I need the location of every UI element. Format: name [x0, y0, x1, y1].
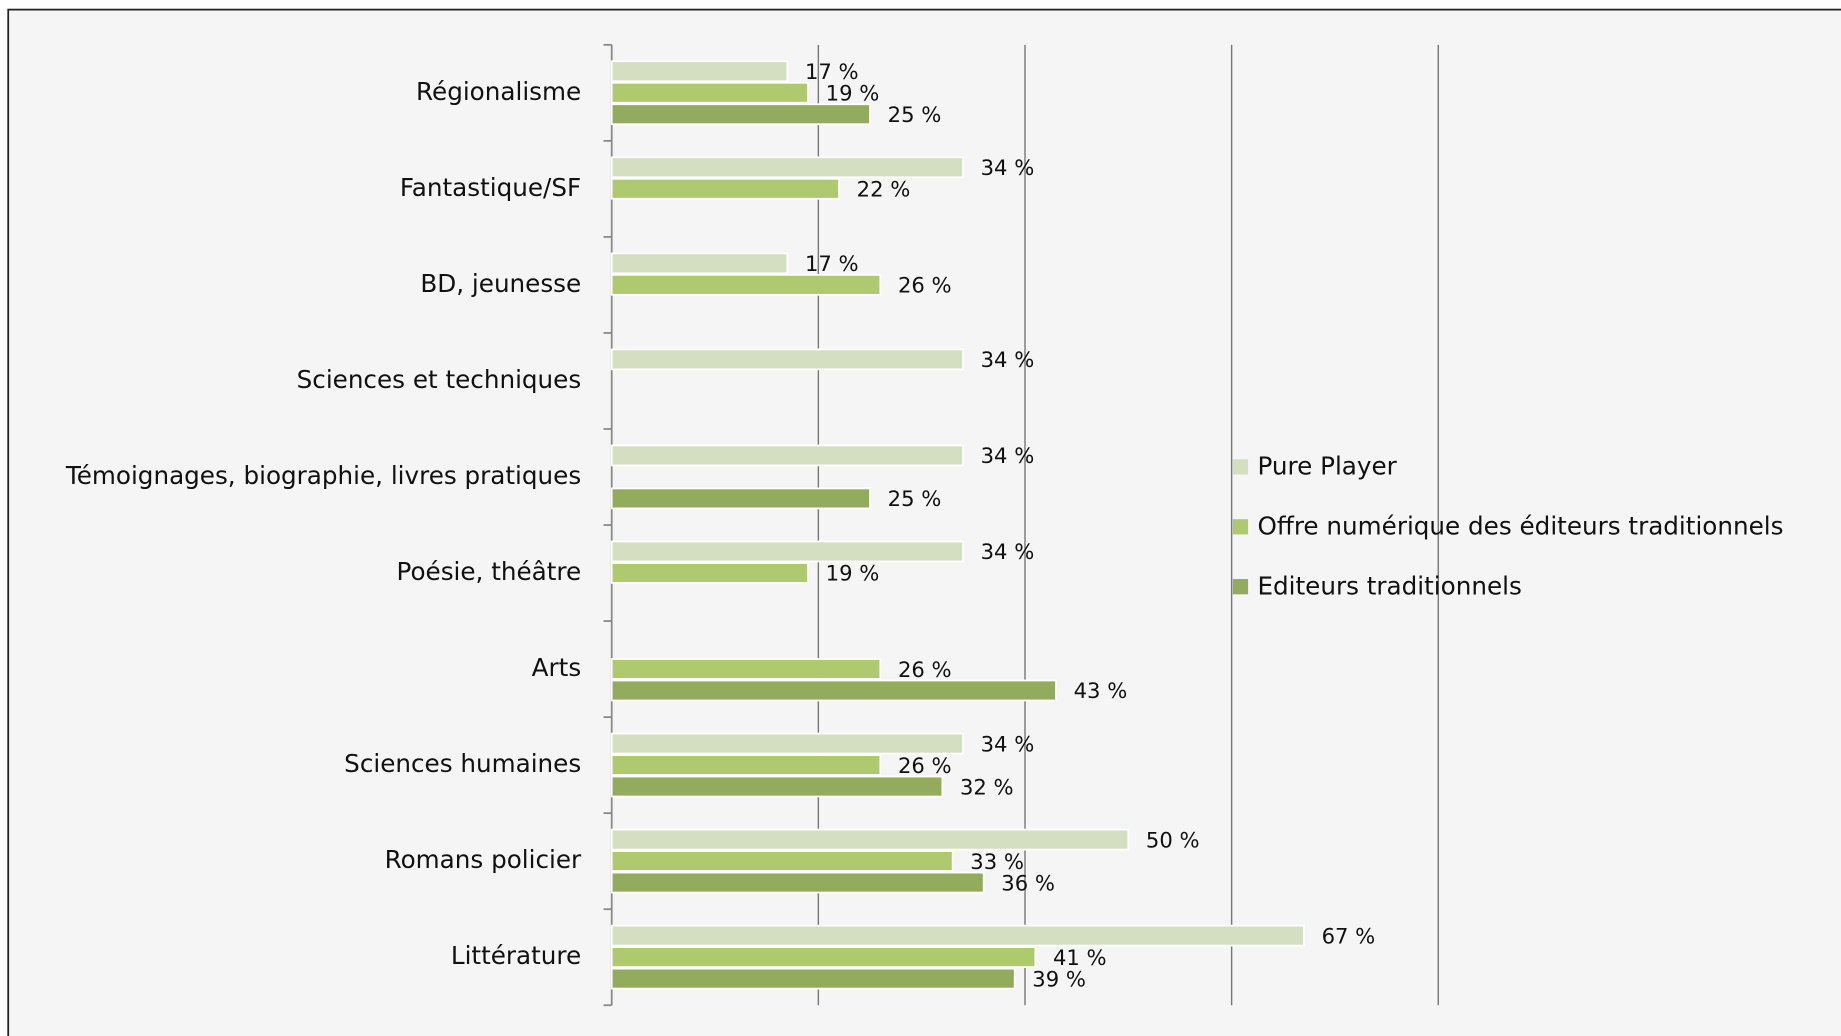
bar	[610, 444, 964, 467]
bar	[610, 81, 809, 104]
bar	[610, 775, 944, 798]
data-label: 26 %	[898, 753, 952, 778]
category-label: BD, jeunesse	[420, 269, 581, 298]
category-label: Littérature	[451, 941, 581, 970]
data-label: 26 %	[898, 273, 952, 298]
category-label: Régionalisme	[416, 77, 581, 106]
bar	[610, 60, 789, 83]
bar	[610, 658, 882, 680]
bar	[610, 177, 840, 200]
bar	[610, 679, 1057, 702]
data-label: 33 %	[970, 849, 1024, 874]
bar	[610, 252, 789, 275]
data-label: 34 %	[981, 443, 1035, 468]
legend-swatch	[1232, 459, 1249, 475]
bar	[610, 924, 1305, 947]
bar	[610, 487, 871, 510]
category-label: Sciences humaines	[344, 749, 581, 778]
data-label: 36 %	[1001, 870, 1055, 895]
bar	[610, 754, 882, 776]
bar	[610, 732, 964, 755]
data-label: 41 %	[1053, 945, 1107, 970]
category-label: Arts	[532, 653, 582, 682]
data-label: 19 %	[826, 80, 880, 105]
legend-swatch	[1232, 579, 1249, 595]
bar	[610, 871, 985, 894]
data-label: 67 %	[1322, 923, 1376, 948]
bar	[610, 156, 964, 179]
bar	[610, 273, 882, 296]
data-label: 50 %	[1146, 827, 1200, 852]
bar	[610, 103, 871, 126]
data-label: 22 %	[857, 177, 911, 202]
data-label: 32 %	[960, 774, 1014, 799]
bar	[610, 348, 964, 371]
legend-swatch	[1232, 519, 1249, 535]
bar	[610, 967, 1016, 990]
bar	[610, 540, 964, 563]
data-label: 19 %	[826, 561, 880, 586]
legend-label: Offre numérique des éditeurs traditionne…	[1257, 511, 1783, 540]
data-label: 25 %	[888, 102, 942, 127]
bar	[610, 828, 1130, 851]
category-label: Sciences et techniques	[297, 365, 582, 394]
bar	[610, 946, 1037, 968]
category-label: Poésie, théâtre	[397, 557, 582, 586]
data-label: 17 %	[805, 251, 859, 276]
data-label: 43 %	[1074, 678, 1128, 703]
bar	[610, 850, 954, 872]
category-label: Romans policier	[385, 845, 582, 874]
data-label: 26 %	[898, 657, 952, 682]
data-label: 39 %	[1032, 966, 1086, 991]
data-label: 34 %	[981, 731, 1035, 756]
data-label: 17 %	[805, 59, 859, 84]
legend-label: Pure Player	[1257, 452, 1397, 481]
data-label: 25 %	[888, 486, 942, 511]
bar	[610, 562, 809, 584]
data-label: 34 %	[981, 155, 1035, 180]
data-label: 34 %	[981, 539, 1035, 564]
category-label: Témoignages, biographie, livres pratique…	[65, 461, 581, 490]
data-label: 34 %	[981, 347, 1035, 372]
legend-label: Editeurs traditionnels	[1257, 571, 1521, 600]
category-label: Fantastique/SF	[400, 173, 581, 202]
